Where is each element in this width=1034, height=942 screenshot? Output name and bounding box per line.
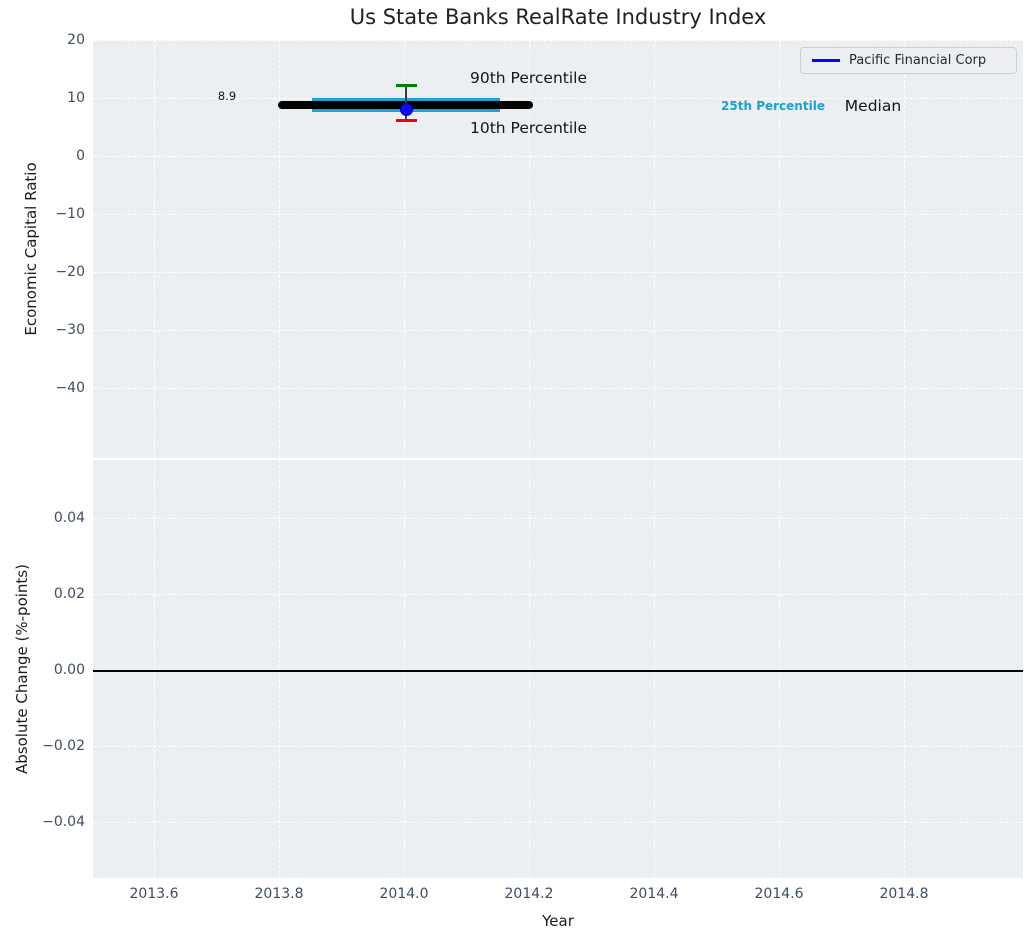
ytick-label: 0.04 [53, 510, 85, 526]
gridline [654, 40, 655, 458]
gridline [93, 518, 1023, 519]
xtick-label: 2014.0 [379, 886, 429, 902]
p10-cap-marker [396, 119, 417, 123]
gridline [154, 40, 155, 458]
gridline [779, 460, 780, 878]
ytick-label: 0 [76, 148, 85, 164]
gridline [93, 388, 1023, 389]
gridline [404, 460, 405, 878]
gridline [404, 40, 405, 458]
p90-cap-marker [396, 84, 417, 88]
gridline [93, 822, 1023, 823]
gridline [904, 460, 905, 878]
ytick-label: 0.02 [53, 586, 85, 602]
gridline [279, 40, 280, 458]
xtick-label: 2013.8 [254, 886, 304, 902]
bottom-y-axis-label: Absolute Change (%-points) [13, 564, 31, 774]
ytick-label: −10 [55, 206, 85, 222]
gridline [93, 98, 1023, 99]
xtick-label: 2014.2 [504, 886, 554, 902]
gridline [93, 40, 1023, 41]
xtick-label: 2014.4 [629, 886, 679, 902]
gridline [93, 272, 1023, 273]
ytick-label: 0.00 [53, 662, 85, 678]
gridline [529, 460, 530, 878]
ytick-label: −30 [55, 322, 85, 338]
company-data-point [400, 103, 413, 116]
top-plot-area: 8.9 90th Percentile 10th Percentile 25th… [93, 40, 1023, 458]
gridline [93, 746, 1023, 747]
gridline [93, 594, 1023, 595]
ytick-label: 10 [67, 90, 85, 106]
xtick-label: 2014.8 [879, 886, 929, 902]
gridline [93, 330, 1023, 331]
top-y-axis-label: Economic Capital Ratio [22, 162, 40, 336]
gridline [93, 156, 1023, 157]
gridline [904, 40, 905, 458]
p10-annotation: 10th Percentile [470, 119, 588, 137]
legend-label: Pacific Financial Corp [849, 53, 987, 68]
p90-annotation: 90th Percentile [470, 69, 588, 87]
gridline [93, 214, 1023, 215]
median-value-annotation: 8.9 [217, 89, 237, 103]
gridline [154, 460, 155, 878]
gridline [279, 460, 280, 878]
bottom-plot-area [93, 460, 1023, 878]
ytick-label: −40 [55, 380, 85, 396]
gridline [529, 40, 530, 458]
gridline [779, 40, 780, 458]
x-axis-label: Year [542, 912, 574, 930]
zero-change-baseline [93, 670, 1023, 672]
legend-line-sample [812, 59, 840, 62]
p25-annotation: 25th Percentile [721, 99, 825, 113]
ytick-label: 20 [67, 32, 85, 48]
chart-title: Us State Banks RealRate Industry Index [349, 5, 767, 29]
xtick-label: 2014.6 [754, 886, 804, 902]
xtick-label: 2013.6 [129, 886, 179, 902]
median-annotation: Median [844, 97, 902, 115]
legend: Pacific Financial Corp [800, 47, 1017, 74]
gridline [654, 460, 655, 878]
ytick-label: −0.04 [42, 814, 85, 830]
ytick-label: −0.02 [42, 738, 85, 754]
ytick-label: −20 [55, 264, 85, 280]
